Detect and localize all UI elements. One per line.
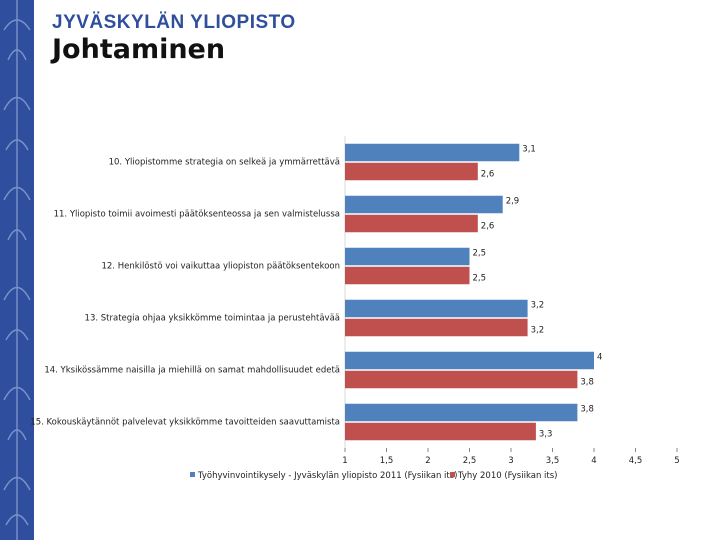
x-tick-label: 2 (425, 456, 430, 466)
page-title: Johtaminen (52, 34, 226, 65)
data-label: 2,6 (481, 222, 495, 232)
x-tick-label: 3,5 (546, 456, 560, 466)
data-label: 3,8 (580, 378, 594, 388)
legend-swatch-1 (190, 472, 195, 477)
bar-series-2 (345, 162, 478, 181)
category-label: 14. Yksikössämme naisilla ja miehillä on… (44, 365, 340, 375)
bar-series-2 (345, 370, 578, 389)
x-tick-label: 3 (508, 456, 513, 466)
x-tick-label: 4,5 (629, 456, 643, 466)
data-label: 3,2 (531, 301, 545, 311)
x-tick-label: 4 (591, 456, 596, 466)
data-label: 2,5 (473, 249, 487, 259)
data-label: 4 (597, 353, 602, 363)
university-emblem-pattern (3, 0, 31, 540)
sidebar-band (0, 0, 34, 540)
legend-entry-1: Työhyvinvointikysely - Jyväskylän yliopi… (197, 471, 457, 481)
legend-entry-2: Tyhy 2010 (Fysiikan its) (457, 471, 557, 481)
data-label: 2,6 (481, 170, 495, 180)
x-tick-label: 1 (342, 456, 347, 466)
bar-series-1 (345, 299, 528, 318)
bar-series-1 (345, 403, 578, 422)
category-label: 13. Strategia ohjaa yksikkömme toimintaa… (85, 313, 340, 323)
x-tick-label: 5 (674, 456, 679, 466)
category-label: 11. Yliopisto toimii avoimesti päätöksen… (54, 209, 340, 219)
category-label: 12. Henkilöstö voi vaikuttaa yliopiston … (101, 261, 340, 271)
bar-series-2 (345, 214, 478, 233)
x-tick-label: 1,5 (380, 456, 394, 466)
bar-series-2 (345, 266, 470, 285)
bar-series-1 (345, 351, 594, 370)
data-label: 3,2 (531, 326, 545, 336)
bar-series-2 (345, 318, 528, 337)
bar-series-1 (345, 247, 470, 266)
data-label: 2,5 (473, 274, 487, 284)
data-label: 2,9 (506, 197, 520, 207)
university-name: JYVÄSKYLÄN YLIOPISTO (52, 12, 296, 33)
data-label: 3,1 (522, 145, 536, 155)
bar-series-1 (345, 195, 503, 214)
data-label: 3,8 (580, 405, 594, 415)
category-label: 15. Kokouskäytännöt palvelevat yksikkömm… (30, 417, 340, 427)
category-label: 10. Yliopistomme strategia on selkeä ja … (109, 157, 340, 167)
x-tick-label: 2,5 (463, 456, 477, 466)
legend-swatch-2 (450, 472, 455, 477)
bar-series-1 (345, 143, 520, 162)
bar-series-2 (345, 422, 536, 441)
data-label: 3,3 (539, 430, 553, 440)
